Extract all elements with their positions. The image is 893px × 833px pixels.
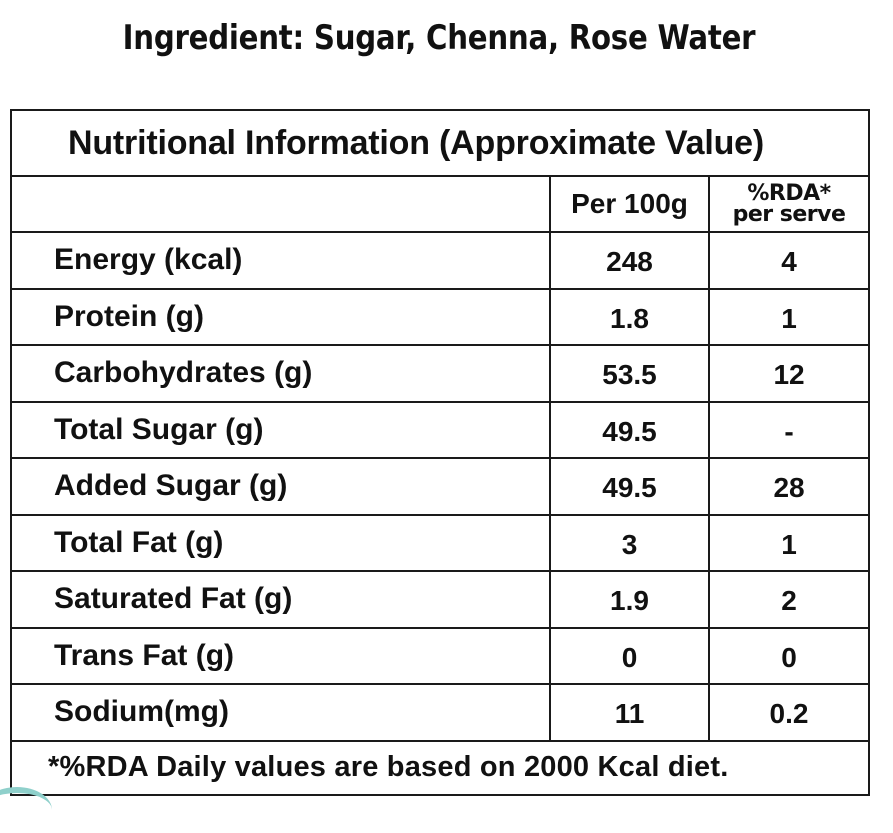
nutrient-name: Protein (g) (10, 287, 551, 346)
table-row: Total Fat (g) 3 1 (10, 513, 871, 572)
nutrient-name: Carbohydrates (g) (10, 344, 551, 403)
table-row: Total Sugar (g) 49.5 - (10, 400, 871, 459)
rda-value: 0 (707, 626, 871, 685)
ingredient-heading: Ingredient: Sugar, Chenna, Rose Water (122, 18, 756, 58)
table-title-row: Nutritional Information (Approximate Val… (9, 109, 871, 177)
table-header-row: Per 100g %RDA* per serve (10, 175, 871, 233)
per-100g-value: 11 (549, 683, 710, 742)
table-row: Protein (g) 1.8 1 (10, 287, 871, 346)
rda-value: - (707, 400, 871, 459)
table-row: Energy (kcal) 248 4 (10, 231, 871, 290)
table-footnote-row: *%RDA Daily values are based on 2000 Kca… (9, 739, 871, 796)
rda-value: 12 (707, 344, 871, 403)
rda-footnote: *%RDA Daily values are based on 2000 Kca… (9, 739, 871, 796)
nutrient-name: Total Fat (g) (10, 513, 551, 572)
nutrient-name: Trans Fat (g) (10, 626, 551, 685)
nutrient-name: Energy (kcal) (10, 231, 551, 290)
per-100g-value: 49.5 (549, 457, 710, 516)
table-row: Saturated Fat (g) 1.9 2 (10, 570, 871, 629)
nutrient-name: Total Sugar (g) (10, 400, 551, 459)
table-row: Trans Fat (g) 0 0 (10, 626, 871, 685)
per-100g-value: 3 (549, 513, 710, 572)
header-rda-per-serve: %RDA* per serve (707, 175, 871, 233)
per-100g-value: 53.5 (549, 344, 710, 403)
corner-decoration (0, 787, 52, 833)
rda-value: 1 (707, 513, 871, 572)
rda-value: 2 (707, 570, 871, 629)
nutrition-table: Nutritional Information (Approximate Val… (9, 109, 871, 796)
table-row: Carbohydrates (g) 53.5 12 (10, 344, 871, 403)
table-row: Sodium(mg) 11 0.2 (10, 683, 871, 742)
table-title: Nutritional Information (Approximate Val… (9, 109, 871, 177)
table-row: Added Sugar (g) 49.5 28 (10, 457, 871, 516)
nutrient-name: Sodium(mg) (10, 683, 551, 742)
per-100g-value: 1.9 (549, 570, 710, 629)
per-100g-value: 1.8 (549, 287, 710, 346)
rda-value: 28 (707, 457, 871, 516)
nutrient-name: Added Sugar (g) (10, 457, 551, 516)
header-rda-line2: per serve (732, 202, 846, 227)
header-rda-line1: %RDA* (747, 181, 831, 206)
per-100g-value: 248 (549, 231, 710, 290)
rda-value: 0.2 (707, 683, 871, 742)
header-nutrient (10, 175, 551, 233)
nutrient-name: Saturated Fat (g) (10, 570, 551, 629)
per-100g-value: 0 (549, 626, 710, 685)
rda-value: 4 (707, 231, 871, 290)
per-100g-value: 49.5 (549, 400, 710, 459)
header-per-100g: Per 100g (549, 175, 710, 233)
rda-value: 1 (707, 287, 871, 346)
